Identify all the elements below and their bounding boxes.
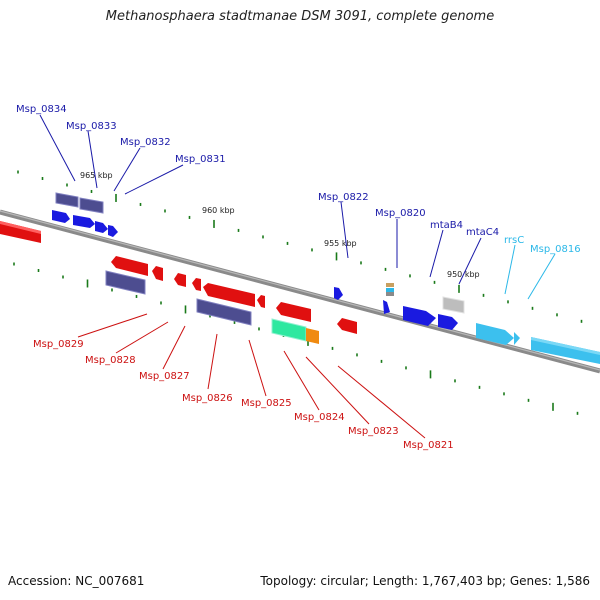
leader-rrsc [504,244,516,295]
label-msp-0829[interactable]: Msp_0829 [33,339,84,350]
gene-msp-0825-arrow[interactable] [203,283,255,307]
leader-msp-0821 [337,365,426,439]
scale-label-965: 965 kbp [80,171,113,180]
gene-labels: Msp_0834 Msp_0833 Msp_0832 Msp_0831 Msp_… [16,104,581,451]
gene-msp-0829-box[interactable] [105,270,146,295]
label-msp-0820[interactable]: Msp_0820 [375,208,426,219]
gene-rrsc-arrow[interactable] [476,323,514,345]
gene-msp-0834-arrow[interactable] [52,210,70,223]
scale-label-960: 960 kbp [202,206,235,215]
leader-msp-0834 [39,114,76,182]
gene-msp-0827-arrow[interactable] [174,273,186,287]
gene-msp-0831-arrow[interactable] [108,225,118,237]
leader-msp-0827 [162,325,186,370]
leader-msp-0828 [115,321,169,354]
gene-msp-0821-arrow[interactable] [337,318,357,334]
leader-msp-0832 [113,147,141,192]
leader-msp-0833 [87,130,98,189]
leader-msp-0825 [248,339,267,397]
leader-msp-0822 [340,201,349,259]
gene-msp-0832-arrow[interactable] [95,221,108,233]
label-msp-0824[interactable]: Msp_0824 [294,412,345,423]
gene-msp-0826-small[interactable] [192,278,201,291]
label-leaders [39,114,556,439]
label-msp-0826[interactable]: Msp_0826 [182,393,233,404]
leader-msp-0829 [77,313,148,338]
gene-msp-0824-arrow[interactable] [276,302,311,322]
gene-msp-0833-arrow[interactable] [73,215,95,228]
label-msp-0828[interactable]: Msp_0828 [85,355,136,366]
reverse-features [0,221,357,344]
leader-msp-0816 [527,253,556,300]
gene-msp-0820-small-2[interactable] [386,288,394,292]
label-msp-0834[interactable]: Msp_0834 [16,104,67,115]
leader-msp-0824 [283,350,320,411]
label-msp-0823[interactable]: Msp_0823 [348,426,399,437]
gene-msp-0828-arrow[interactable] [152,266,163,281]
label-msp-0833[interactable]: Msp_0833 [66,121,117,132]
gene-msp-0825-small[interactable] [257,295,265,308]
label-msp-0827[interactable]: Msp_0827 [139,371,190,382]
accession-label: Accession: NC_007681 [8,574,145,588]
label-msp-0822[interactable]: Msp_0822 [318,192,369,203]
leader-mtac4 [458,237,482,285]
gene-mtab4-arrow[interactable] [403,306,436,326]
gene-mtac4-arrow[interactable] [438,314,458,330]
label-msp-0832[interactable]: Msp_0832 [120,137,171,148]
label-msp-0816[interactable]: Msp_0816 [530,244,581,255]
genome-summary: Topology: circular; Length: 1,767,403 bp… [260,574,590,588]
label-msp-0821[interactable]: Msp_0821 [403,440,454,451]
gene-rrsc-small[interactable] [514,332,520,345]
gene-msp-0829-arrow[interactable] [111,256,148,276]
gene-msp-0826-box[interactable] [196,298,252,326]
gene-msp-0820-small-1[interactable] [386,283,394,287]
chromosome-backbone [0,209,600,374]
gene-msp-0820-small-3[interactable] [386,292,394,296]
gene-msp-0822-arrow[interactable] [334,287,343,300]
gene-msp-0823-box[interactable] [306,328,319,344]
gene-mtac4-box[interactable] [442,296,465,314]
gene-msp-0821-arrow[interactable] [383,300,390,314]
map-title: Methanosphaera stadtmanae DSM 3091, comp… [105,9,495,24]
gene-msp-0834-box[interactable] [55,192,79,208]
forward-features [52,192,600,364]
leader-msp-0823 [305,356,370,425]
gene-left-edge-arrow-top [0,221,41,234]
label-mtac4[interactable]: mtaC4 [466,227,499,238]
gene-msp-0816-arrow-edge [531,337,600,355]
gene-msp-0824-box[interactable] [271,318,307,342]
leader-mtab4 [429,229,444,278]
leader-msp-0831 [124,164,184,195]
label-mtab4[interactable]: mtaB4 [430,220,463,231]
label-msp-0825[interactable]: Msp_0825 [241,398,292,409]
label-msp-0831[interactable]: Msp_0831 [175,154,226,165]
label-rrsc[interactable]: rrsC [504,235,524,246]
leader-msp-0826 [207,333,218,390]
scale-label-955: 955 kbp [324,239,357,248]
gene-msp-0833-box[interactable] [79,197,104,214]
